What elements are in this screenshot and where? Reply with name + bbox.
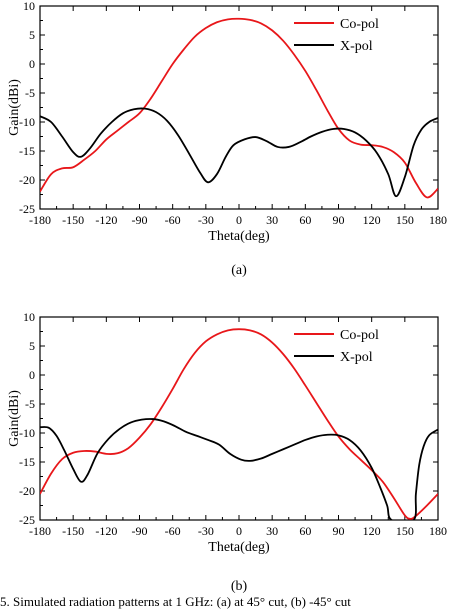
x-tick-label: 120 xyxy=(363,213,381,227)
x-tick-label: -150 xyxy=(62,213,84,227)
legend-b: Co-pol X-pol xyxy=(294,328,379,365)
chart-panel-b: -180 -150 -120 -90 -60 -30 0 30 60 90 120 150 180105… xyxy=(7,310,447,594)
x-tick-label: 30 xyxy=(266,524,278,538)
x-tick-label: -120 xyxy=(95,213,117,227)
y-axis-title-a: Gain(dBi) xyxy=(7,79,22,136)
y-tick-label: 10 xyxy=(23,0,35,13)
x-tick-label: -120 xyxy=(95,524,117,538)
x-tick-label: 90 xyxy=(333,213,345,227)
y-tick-label: -20 xyxy=(19,484,35,498)
x-tick-label: -30 xyxy=(198,213,214,227)
plot-area-b xyxy=(39,316,439,521)
x-tick-label: -30 xyxy=(198,524,214,538)
x-tick-label: 60 xyxy=(299,213,311,227)
legend-label-x-pol: X-pol xyxy=(340,39,373,54)
series-group-b xyxy=(40,328,438,520)
y-tick-label: 10 xyxy=(23,310,35,324)
legend-label-x-pol: X-pol xyxy=(340,350,373,365)
y-tick-label: -10 xyxy=(19,115,35,129)
x-tick-label: 150 xyxy=(396,213,414,227)
y-tick-label: -10 xyxy=(19,426,35,440)
x-tick-label: -90 xyxy=(132,524,148,538)
x-tick-label: -150 xyxy=(62,524,84,538)
x-tick-label: 0 xyxy=(236,213,242,227)
y-tick-label: -25 xyxy=(19,202,35,216)
x-axis-title-b: Theta(deg) xyxy=(208,540,270,555)
series-group-a xyxy=(40,17,438,199)
x-tick-label: 0 xyxy=(236,524,242,538)
x-tick-label: -90 xyxy=(132,213,148,227)
y-tick-label: -5 xyxy=(25,86,35,100)
panel-label-a: (a) xyxy=(231,263,247,278)
legend-label-co-pol: Co-pol xyxy=(340,328,379,343)
x-axis-title-a: Theta(deg) xyxy=(208,229,270,244)
y-tick-label: -15 xyxy=(19,144,35,158)
figure-caption: 5. Simulated radiation patterns at 1 GHz… xyxy=(0,594,351,609)
legend-a: Co-pol X-pol xyxy=(294,17,379,54)
x-tick-label: 30 xyxy=(266,213,278,227)
x-tick-label: 90 xyxy=(333,524,345,538)
x-tick-label: 120 xyxy=(363,524,381,538)
y-tick-label: 5 xyxy=(29,339,35,353)
y-axis-title-b: Gain(dBi) xyxy=(7,390,22,447)
y-tick-label: -20 xyxy=(19,173,35,187)
y-tick-label: -25 xyxy=(19,513,35,527)
x-pol-series-line xyxy=(40,107,438,198)
y-tick-label: -5 xyxy=(25,397,35,411)
y-tick-label: 0 xyxy=(29,57,35,71)
x-tick-label: 60 xyxy=(299,524,311,538)
x-pol-series-line xyxy=(40,418,438,520)
ticks-a: -180 -150 -120 -90 -60 -30 0 30 60 90 120 150 180105… xyxy=(19,0,447,227)
y-tick-label: -15 xyxy=(19,455,35,469)
y-tick-label: 0 xyxy=(29,368,35,382)
chart-panel-a: -180 -150 -120 -90 -60 -30 0 30 60 90 120 150 180105… xyxy=(7,0,447,278)
x-tick-label: -60 xyxy=(165,213,181,227)
legend-label-co-pol: Co-pol xyxy=(340,17,379,32)
x-tick-label: 180 xyxy=(429,213,447,227)
co-pol-series-line xyxy=(40,328,438,520)
x-tick-label: 150 xyxy=(396,524,414,538)
y-tick-label: 5 xyxy=(29,28,35,42)
x-tick-label: -180 xyxy=(29,524,51,538)
x-tick-label: -60 xyxy=(165,524,181,538)
x-tick-label: 180 xyxy=(429,524,447,538)
plot-area-a xyxy=(39,5,439,210)
x-tick-label: -180 xyxy=(29,213,51,227)
panel-label-b: (b) xyxy=(231,579,248,594)
